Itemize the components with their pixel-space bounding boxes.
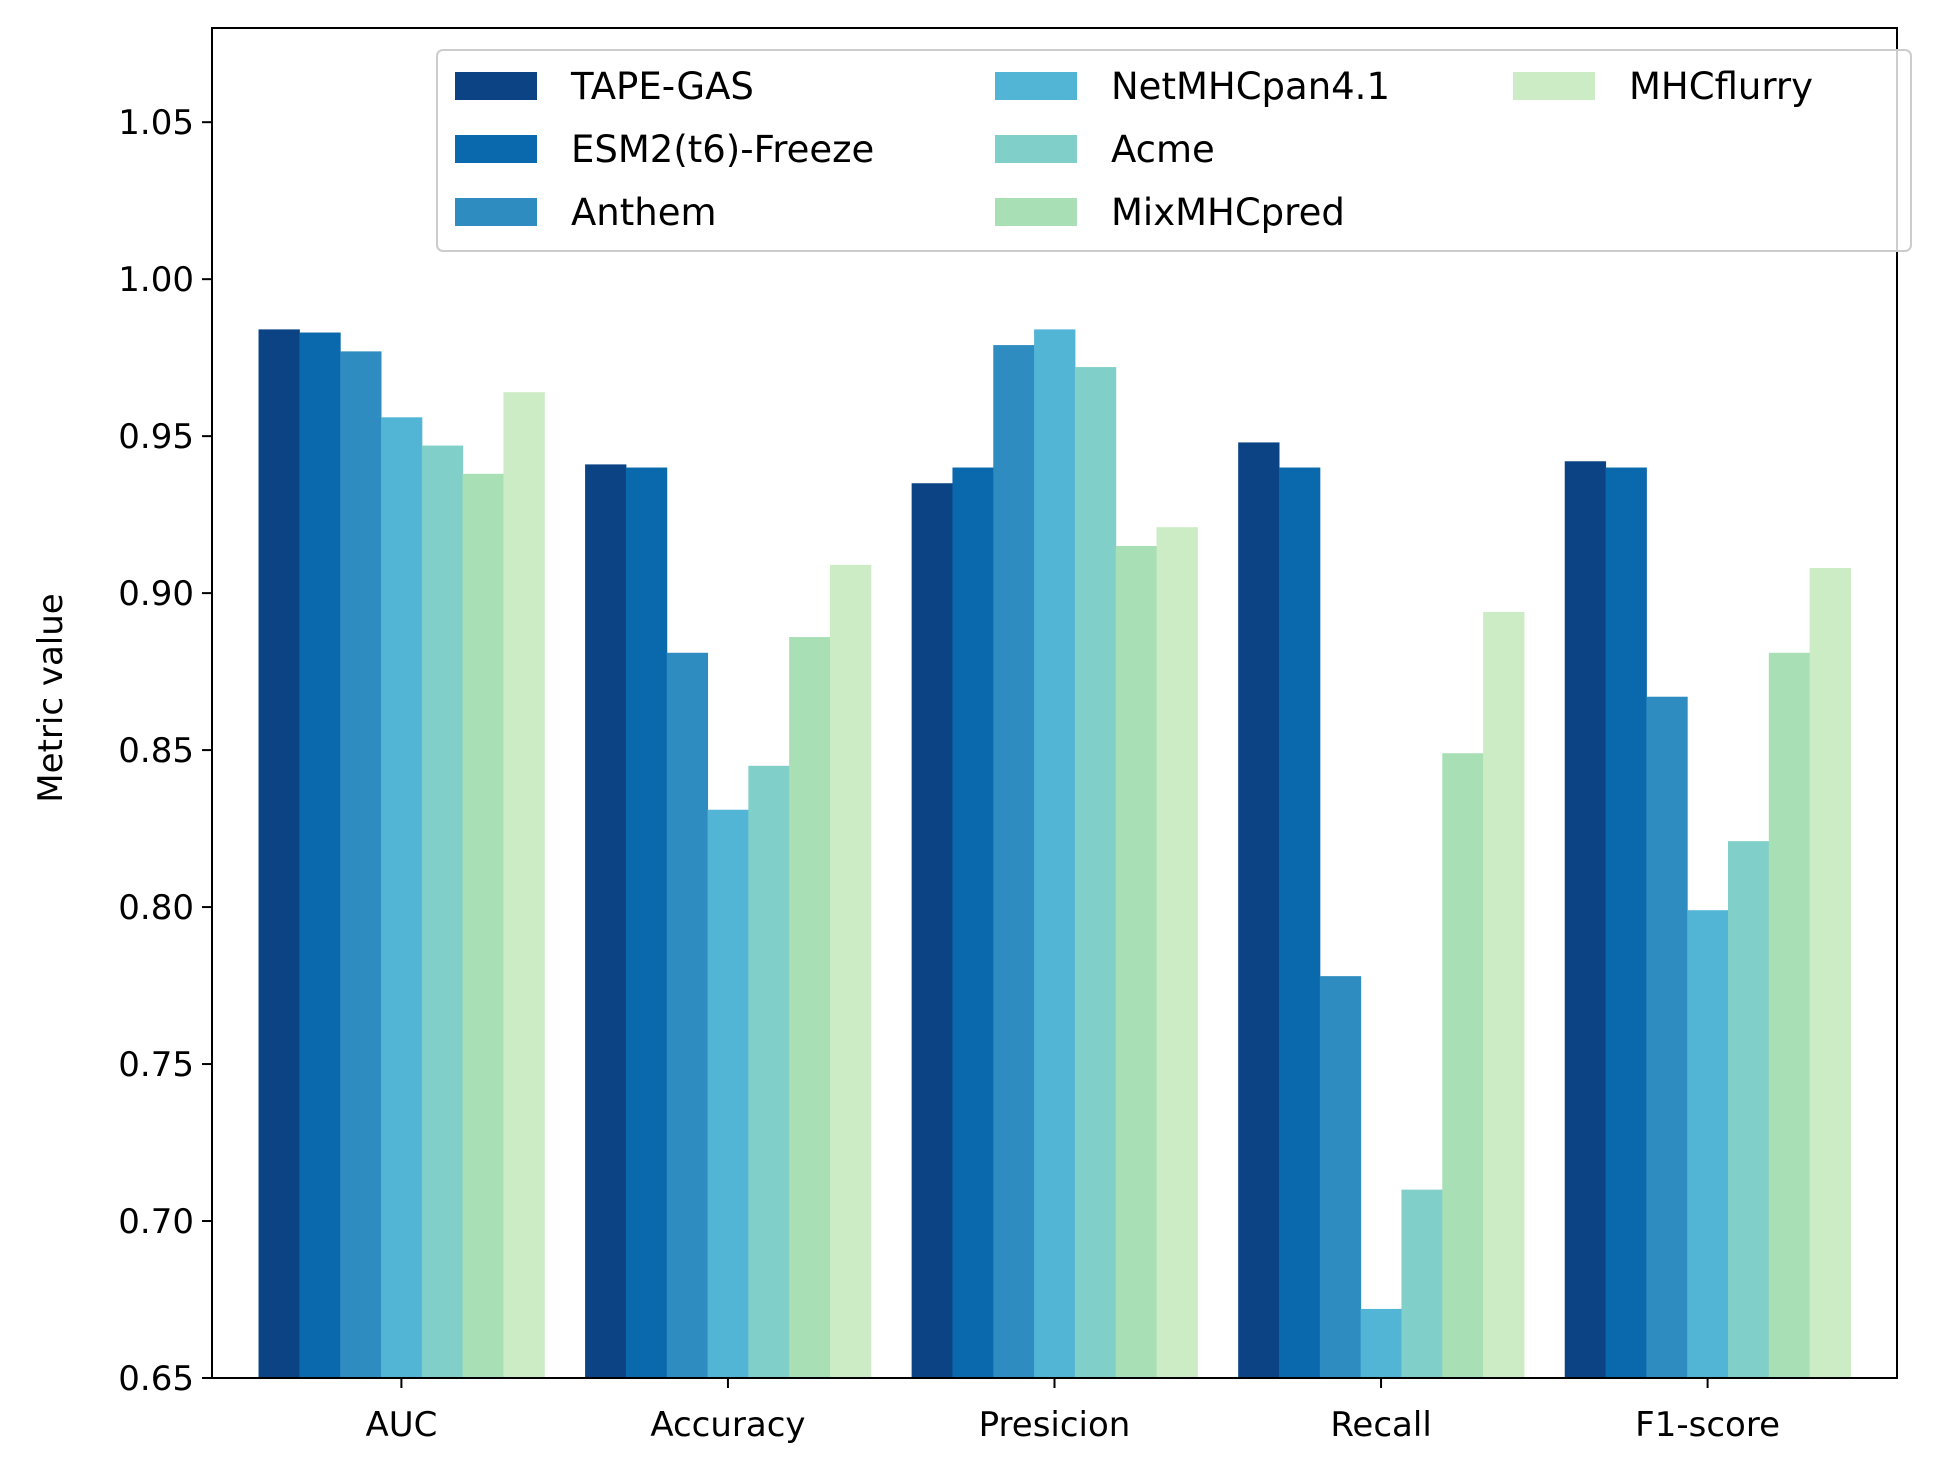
bar bbox=[625, 467, 668, 1378]
bar bbox=[829, 564, 872, 1378]
bar bbox=[666, 652, 709, 1378]
bar bbox=[380, 417, 423, 1378]
bar bbox=[1034, 329, 1076, 1378]
bar bbox=[1319, 976, 1362, 1378]
bar bbox=[1687, 910, 1729, 1378]
bar bbox=[789, 637, 831, 1378]
bar bbox=[1156, 527, 1198, 1378]
x-tick-label: Recall bbox=[1330, 1405, 1431, 1445]
bar bbox=[993, 345, 1035, 1378]
bar bbox=[1401, 1189, 1443, 1378]
legend-box bbox=[436, 49, 1912, 252]
y-tick-label: 1.05 bbox=[118, 103, 194, 143]
bar bbox=[1238, 442, 1280, 1379]
y-tick-label: 0.85 bbox=[118, 731, 194, 771]
y-tick-label: 0.90 bbox=[118, 574, 194, 614]
bar bbox=[503, 392, 545, 1378]
y-tick-label: 0.80 bbox=[118, 888, 194, 928]
y-tick-label: 0.95 bbox=[118, 417, 194, 457]
bars-group bbox=[258, 329, 1851, 1379]
legend-swatch bbox=[995, 198, 1077, 226]
bar bbox=[1728, 841, 1770, 1378]
legend-label: NetMHCpan4.1 bbox=[1111, 65, 1390, 108]
x-tick-label: F1-score bbox=[1635, 1405, 1780, 1445]
bar bbox=[462, 473, 504, 1378]
bar bbox=[258, 329, 300, 1378]
x-axis-ticks: AUC Accuracy Presicion Recall F1-score bbox=[365, 1378, 1780, 1445]
legend-swatch bbox=[995, 135, 1077, 163]
bar bbox=[1360, 1308, 1402, 1378]
bar bbox=[707, 809, 749, 1378]
legend-swatch bbox=[455, 198, 537, 226]
plot-frame bbox=[211, 27, 1898, 1379]
legend-label: MixMHCpred bbox=[1111, 191, 1345, 234]
bar bbox=[1483, 611, 1525, 1378]
bar bbox=[340, 351, 382, 1379]
legend-label: MHCflurry bbox=[1629, 65, 1813, 108]
bar bbox=[748, 765, 790, 1378]
legend-label: Anthem bbox=[571, 191, 717, 234]
bar bbox=[1442, 753, 1484, 1378]
bar bbox=[1279, 467, 1321, 1378]
legend-swatch bbox=[1513, 72, 1595, 100]
bar bbox=[952, 467, 994, 1378]
bar bbox=[1768, 652, 1811, 1378]
legend-swatch bbox=[455, 72, 537, 100]
legend-swatch bbox=[455, 135, 537, 163]
bar bbox=[1809, 568, 1851, 1378]
y-tick-label: 1.00 bbox=[118, 260, 194, 300]
y-tick-label: 0.75 bbox=[118, 1045, 194, 1085]
bar bbox=[1605, 467, 1647, 1378]
x-tick-label: AUC bbox=[365, 1405, 437, 1445]
y-axis-label: Metric value bbox=[31, 593, 71, 802]
bar bbox=[299, 332, 341, 1378]
legend: TAPE-GAS ESM2(t6)-Freeze Anthem NetMHCpan4.… bbox=[436, 49, 1912, 252]
bar bbox=[1074, 367, 1117, 1378]
legend-label: TAPE-GAS bbox=[570, 65, 754, 108]
legend-swatch bbox=[995, 72, 1077, 100]
bar bbox=[585, 464, 627, 1378]
y-tick-label: 0.65 bbox=[118, 1359, 194, 1399]
bar bbox=[1646, 696, 1688, 1378]
legend-label: Acme bbox=[1111, 128, 1215, 171]
bar bbox=[911, 483, 953, 1378]
bar bbox=[1115, 546, 1158, 1378]
y-axis-ticks: 0.65 0.70 0.75 0.80 0.85 0.90 0.95 1.00 1.05 bbox=[118, 103, 212, 1399]
bar bbox=[1564, 461, 1607, 1378]
y-tick-label: 0.70 bbox=[118, 1202, 194, 1242]
legend-label: ESM2(t6)-Freeze bbox=[571, 128, 874, 171]
x-tick-label: Accuracy bbox=[650, 1405, 805, 1445]
x-tick-label: Presicion bbox=[979, 1405, 1131, 1445]
bar bbox=[421, 445, 464, 1379]
